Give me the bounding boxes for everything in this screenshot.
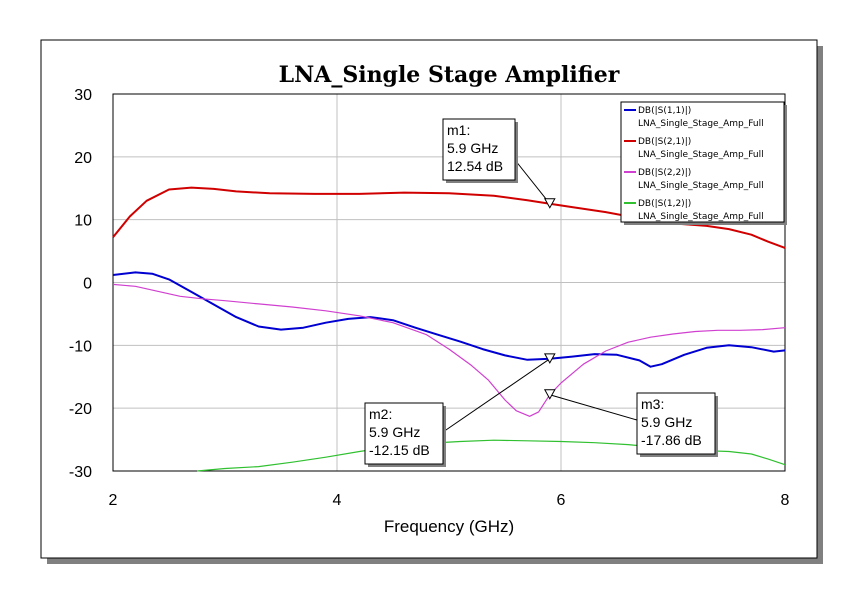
y-tick-label: 10 bbox=[74, 213, 92, 230]
marker-triangle bbox=[543, 389, 556, 400]
legend-series-name: DB(|S(2,2)|) bbox=[638, 168, 691, 178]
marker-text: -12.15 dB bbox=[369, 442, 430, 458]
chart-title: LNA_Single Stage Amplifier bbox=[279, 62, 620, 88]
marker-box bbox=[442, 118, 516, 181]
marker-triangle bbox=[543, 198, 556, 209]
legend-series-name: DB(|S(1,1)|) bbox=[638, 106, 691, 116]
marker-text: 5.9 GHz bbox=[369, 424, 420, 440]
marker-leader-line bbox=[514, 159, 551, 205]
marker-text: -17.86 dB bbox=[641, 432, 702, 448]
marker-triangle bbox=[543, 353, 556, 364]
marker-text: m3: bbox=[641, 396, 664, 412]
marker-box bbox=[364, 402, 444, 465]
markers: m1: 5.9 GHz 12.54 dB m2: 5.9 GHz -12.15 dB m3:… bbox=[364, 118, 718, 467]
x-tick-label: 4 bbox=[333, 492, 342, 509]
series-line-4 bbox=[196, 439, 786, 472]
x-axis-label: Frequency (GHz) bbox=[384, 517, 514, 536]
x-tick-label: 6 bbox=[557, 492, 566, 509]
marker-leader-line bbox=[549, 394, 638, 421]
series-line-2 bbox=[112, 186, 786, 249]
legend-series-source: LNA_Single_Stage_Amp_Full bbox=[638, 181, 764, 191]
legend-series-source: LNA_Single_Stage_Amp_Full bbox=[638, 150, 764, 160]
y-tick-labels: 30 20 10 0 -10 -20 -30 bbox=[69, 87, 92, 481]
marker-text: 5.9 GHz bbox=[641, 414, 692, 430]
legend-series-source: LNA_Single_Stage_Amp_Full bbox=[638, 212, 764, 222]
marker-text: m2: bbox=[369, 406, 392, 422]
y-tick-label: -20 bbox=[69, 401, 92, 418]
marker-text: m1: bbox=[447, 122, 470, 138]
series-line-3 bbox=[112, 283, 786, 417]
x-tick-label: 2 bbox=[109, 492, 118, 509]
marker-box bbox=[636, 392, 716, 455]
series-line-1 bbox=[112, 271, 786, 368]
y-tick-label: 0 bbox=[83, 276, 92, 293]
legend-box bbox=[620, 101, 785, 223]
y-tick-label: -30 bbox=[69, 464, 92, 481]
marker-text: 5.9 GHz bbox=[447, 140, 498, 156]
marker-leader-line bbox=[442, 358, 551, 433]
y-tick-label: -10 bbox=[69, 338, 92, 355]
legend-series-name: DB(|S(1,2)|) bbox=[638, 199, 691, 209]
x-tick-label: 8 bbox=[781, 492, 790, 509]
marker-text: 12.54 dB bbox=[447, 158, 503, 174]
y-tick-label: 20 bbox=[74, 150, 92, 167]
legend-series-source: LNA_Single_Stage_Amp_Full bbox=[638, 119, 764, 129]
legend: DB(|S(1,1)|) LNA_Single_Stage_Amp_Full DB(… bbox=[620, 101, 787, 225]
legend-series-name: DB(|S(2,1)|) bbox=[638, 137, 691, 147]
series-lines bbox=[112, 186, 786, 472]
y-tick-label: 30 bbox=[74, 87, 92, 104]
plot-area bbox=[112, 93, 786, 472]
x-tick-labels: 2 4 6 8 bbox=[109, 492, 790, 509]
